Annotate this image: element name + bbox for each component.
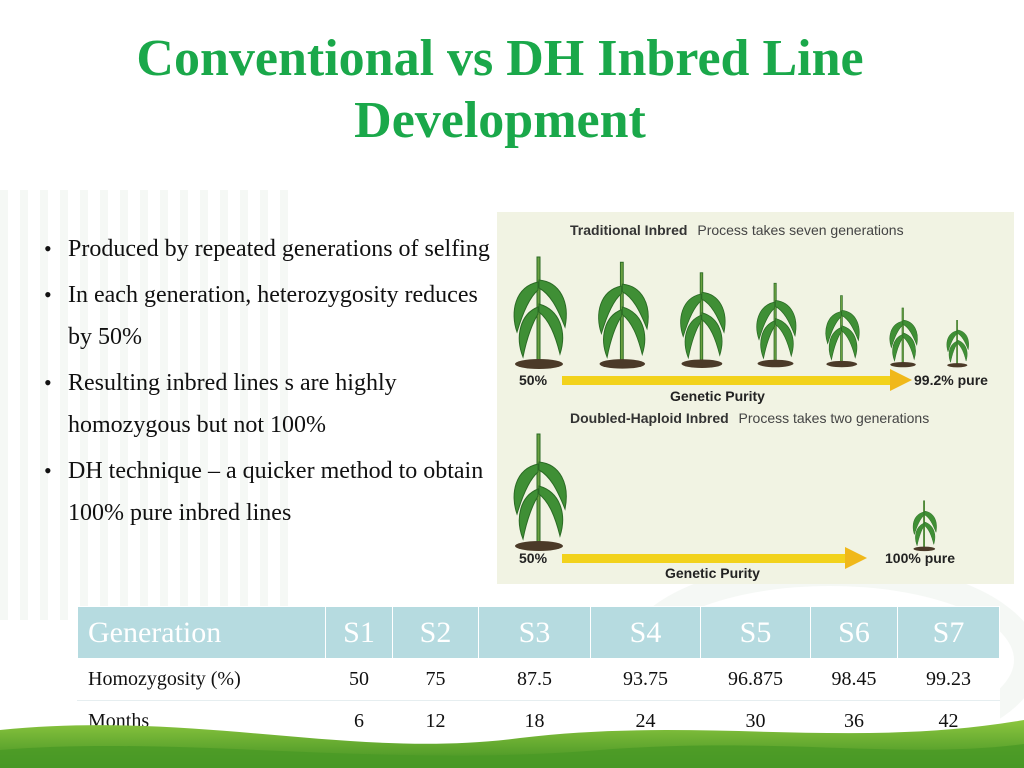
bullet-item: In each generation, heterozygosity reduc… xyxy=(40,274,495,358)
table-cell: 99.23 xyxy=(897,658,1000,701)
table-header-cell: S1 xyxy=(325,606,393,659)
table-header-cell: S6 xyxy=(810,606,898,659)
bullet-item: Produced by repeated generations of self… xyxy=(40,228,495,270)
dh-heading-group: Doubled-Haploid Inbred Process takes two… xyxy=(570,410,929,426)
traditional-axis-label: Genetic Purity xyxy=(670,388,765,404)
plant-icon xyxy=(513,256,567,369)
traditional-end-label: 99.2% pure xyxy=(914,372,988,388)
table-cell: 12 xyxy=(392,700,479,743)
table-header-cell: S5 xyxy=(700,606,811,659)
dh-plants-illustration xyxy=(513,433,937,552)
dh-heading: Doubled-Haploid Inbred xyxy=(570,410,729,426)
dh-arrow-line xyxy=(562,554,847,563)
dh-arrow-head-icon xyxy=(845,547,867,569)
table-cell: 93.75 xyxy=(590,658,701,701)
grass-footer xyxy=(0,720,1024,768)
dh-start-label: 50% xyxy=(519,550,548,566)
traditional-start-label: 50% xyxy=(519,372,548,388)
bullet-list: Produced by repeated generations of self… xyxy=(40,228,495,538)
bullet-item: Resulting inbred lines s are highly homo… xyxy=(40,362,495,446)
table-header-cell: S3 xyxy=(478,606,591,659)
traditional-heading-group: Traditional Inbred Process takes seven g… xyxy=(570,222,904,238)
slide-title: Conventional vs DH Inbred Line Developme… xyxy=(40,28,960,152)
table-header-cell: Generation xyxy=(77,606,326,659)
traditional-note: Process takes seven generations xyxy=(697,222,904,238)
table-header-cell: S7 xyxy=(897,606,1000,659)
table-cell: Homozygosity (%) xyxy=(77,658,326,701)
table-header-row: Generation S1 S2 S3 S4 S5 S6 S7 xyxy=(77,606,1000,659)
table-row: Homozygosity (%) 50 75 87.5 93.75 96.875… xyxy=(77,658,1000,701)
traditional-arrow-line xyxy=(562,376,892,385)
bullet-item: DH technique – a quicker method to obtai… xyxy=(40,450,495,534)
dh-note: Process takes two generations xyxy=(738,410,930,426)
table-cell: 98.45 xyxy=(810,658,898,701)
table-cell: 75 xyxy=(392,658,479,701)
table-cell: 96.875 xyxy=(700,658,811,701)
dh-end-label: 100% pure xyxy=(885,550,956,566)
table-header-cell: S2 xyxy=(392,606,479,659)
table-header-cell: S4 xyxy=(590,606,701,659)
table-cell: 6 xyxy=(325,700,393,743)
traditional-arrow-head-icon xyxy=(890,369,912,391)
table-cell: 50 xyxy=(325,658,393,701)
dh-axis-label: Genetic Purity xyxy=(665,565,760,581)
title-line-1: Conventional vs DH Inbred Line xyxy=(136,30,864,87)
traditional-plants-illustration xyxy=(513,256,969,369)
traditional-heading: Traditional Inbred xyxy=(570,222,688,238)
table-cell: 87.5 xyxy=(478,658,591,701)
title-line-2: Development xyxy=(354,92,646,149)
inbred-comparison-figure: Traditional Inbred Process takes seven g… xyxy=(497,212,1014,584)
table-cell: 18 xyxy=(478,700,591,743)
